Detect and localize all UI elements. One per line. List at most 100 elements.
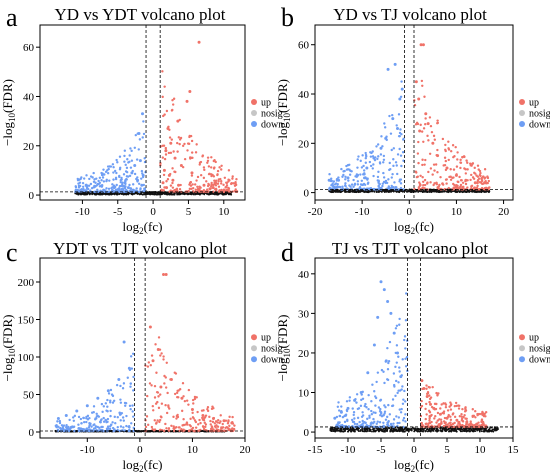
nonsig-point [425,428,428,431]
y-tick-label: 60 [23,42,35,54]
down-point [360,179,364,182]
down-point [88,421,91,425]
down-point [107,187,111,190]
down-point [123,154,126,158]
up-point [417,161,420,165]
down-point [132,415,135,418]
up-point [428,400,431,404]
up-point [229,182,233,186]
up-point [202,176,206,180]
up-point [190,187,193,191]
nonsig-point [329,190,332,193]
legend-label-up: up [529,333,539,344]
nonsig-point [334,189,336,192]
down-point [121,184,125,188]
up-point [187,403,190,406]
up-point-4 [424,112,428,116]
down-point [392,418,396,421]
down-point [338,414,342,418]
down-point-7 [379,146,383,150]
down-point-5 [85,404,89,408]
up-series [420,379,485,426]
up-point [221,426,225,429]
up-point [176,389,179,392]
up-point [414,123,418,126]
up-point [428,152,432,156]
up-point-15 [165,186,169,190]
down-point [72,419,76,422]
up-point [176,395,179,399]
legend-swatch-nosig [251,345,257,352]
down-point [392,422,395,425]
down-point [370,413,374,416]
up-point [214,188,217,191]
nonsig-point [445,190,448,193]
down-point [353,425,356,429]
down-point [371,150,374,153]
down-point [372,411,375,414]
up-point-6 [418,129,422,133]
up-point [167,151,171,155]
down-point [398,317,401,321]
down-point [361,419,364,423]
down-point [371,383,374,386]
down-point [104,418,107,422]
nonsig-point [460,427,463,430]
up-point [194,426,198,429]
down-point [392,164,395,168]
down-point [337,409,341,412]
nonsig-point [186,193,189,196]
down-point [349,169,352,173]
up-point [165,427,168,430]
up-point [206,188,209,191]
x-tick-label: -10 [75,206,90,218]
up-point [197,187,201,191]
x-tick-label: 10 [475,444,487,456]
down-point [345,400,349,403]
up-point [212,175,216,178]
nonsig-point [418,427,420,430]
nonsig-point [330,427,333,430]
down-point [109,388,113,392]
down-point [124,402,128,405]
down-point [362,187,366,190]
down-point [401,150,405,154]
up-point-9 [445,166,449,170]
nonsig-point [442,427,445,430]
down-point [85,420,88,424]
down-point [137,148,140,151]
down-point [370,400,373,403]
nonsig-point [368,430,371,432]
down-point [114,422,117,425]
up-point [206,159,210,163]
down-point [127,161,130,164]
down-point [392,147,396,150]
up-point [431,385,434,389]
down-point [88,424,91,427]
x-tick-label: 15 [508,444,520,456]
up-point [220,427,223,430]
down-point [358,420,361,424]
up-point [206,156,210,159]
up-point [181,165,185,169]
down-point [118,168,122,171]
up-point [193,397,197,401]
down-point [122,189,125,192]
nonsig-point [476,191,478,194]
up-point [471,414,474,418]
up-point [207,172,211,176]
nonsig-point [348,191,351,193]
nonsig-point [352,190,355,192]
down-point [115,171,118,175]
down-point [399,128,402,131]
down-cloud [334,292,409,429]
nonsig-point [106,192,109,195]
down-point [388,168,391,172]
down-point [356,158,359,161]
up-point [171,99,174,102]
down-point [394,327,398,330]
up-point-5 [169,378,173,381]
up-point [469,178,472,182]
up-point [428,397,432,401]
down-point [402,159,405,162]
